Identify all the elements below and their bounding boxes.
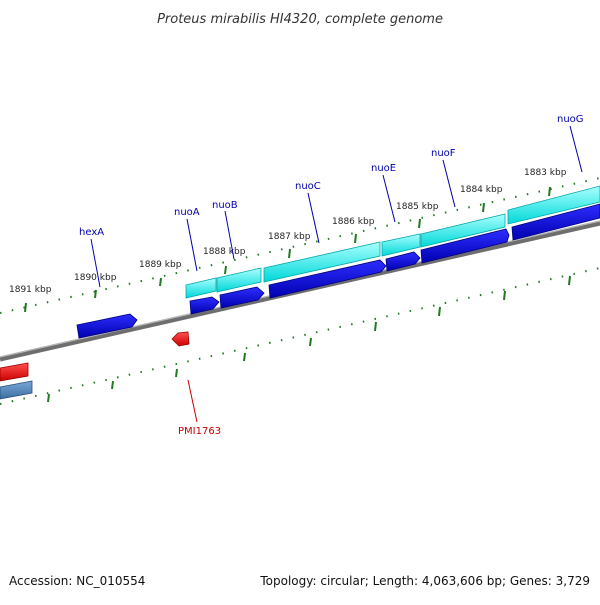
gene-nuoG[interactable] [511, 203, 600, 241]
gene-nuoF-light[interactable] [420, 213, 506, 248]
tick-1885 [418, 218, 421, 229]
kbp-label-1884: 1884 kbp [460, 185, 503, 195]
gene-hexA[interactable] [76, 313, 138, 339]
inner-tick-track [0, 267, 600, 405]
gene-nuoA-light[interactable] [185, 277, 217, 299]
tick-1884 [482, 202, 485, 213]
gene-nuoE[interactable] [385, 251, 421, 272]
kbp-label-1889: 1889 kbp [139, 260, 182, 270]
map-title: Proteus mirabilis HI4320, complete genom… [157, 12, 443, 27]
gene-nuoG-light[interactable] [507, 185, 600, 225]
kbp-label-1887: 1887 kbp [268, 232, 311, 242]
gene-PMI1763[interactable] [171, 331, 190, 347]
gene-label-nuoF[interactable]: nuoF [431, 148, 456, 159]
accession-text: Accession: NC_010554 [9, 574, 145, 588]
gene-left-red[interactable] [0, 362, 29, 382]
outer-tick-track [0, 177, 600, 314]
tick-1891 [24, 302, 27, 313]
kbp-label-1883: 1883 kbp [524, 168, 567, 178]
gene-nuoA[interactable] [189, 296, 220, 315]
gene-left-steel[interactable] [0, 380, 33, 400]
tick-1890 [94, 289, 97, 299]
gene-nuoB-light[interactable] [216, 267, 262, 293]
gene-labels: hexA nuoA nuoB nuoC nuoE nuoF nuoG PMI17… [79, 114, 584, 437]
kbp-label-1891: 1891 kbp [9, 285, 52, 295]
gene-label-nuoC[interactable]: nuoC [295, 181, 321, 192]
gene-label-nuoA[interactable]: nuoA [174, 207, 200, 218]
forward-genes-blue [76, 203, 600, 339]
gene-nuoB[interactable] [219, 286, 265, 309]
kbp-label-1888: 1888 kbp [203, 247, 246, 257]
gene-nuoC-light[interactable] [263, 241, 381, 283]
forward-genes-light [185, 185, 600, 299]
outer-major-ticks [24, 186, 551, 313]
tick-1888 [224, 265, 227, 275]
gene-nuoF[interactable] [420, 228, 510, 264]
kbp-labels: 1891 kbp 1890 kbp 1889 kbp 1888 kbp 1887… [9, 168, 567, 295]
kbp-label-1885: 1885 kbp [396, 202, 439, 212]
gene-label-PMI1763[interactable]: PMI1763 [178, 426, 221, 437]
tick-1883 [548, 186, 551, 197]
gene-label-nuoB[interactable]: nuoB [212, 200, 238, 211]
gene-label-nuoG[interactable]: nuoG [557, 114, 584, 125]
gene-nuoE-light[interactable] [381, 233, 421, 257]
tick-1886 [354, 233, 357, 244]
inner-major-ticks [47, 275, 571, 403]
reverse-genes [0, 331, 190, 400]
genome-summary-text: Topology: circular; Length: 4,063,606 bp… [259, 574, 590, 588]
gene-label-hexA[interactable]: hexA [79, 227, 104, 238]
tick-1887 [288, 248, 291, 259]
gene-label-nuoE[interactable]: nuoE [371, 163, 396, 174]
kbp-label-1886: 1886 kbp [332, 217, 375, 227]
gene-label-lines [90, 125, 583, 423]
tick-1889 [159, 277, 162, 287]
kbp-label-1890: 1890 kbp [74, 273, 117, 283]
gene-nuoC[interactable] [268, 259, 387, 299]
